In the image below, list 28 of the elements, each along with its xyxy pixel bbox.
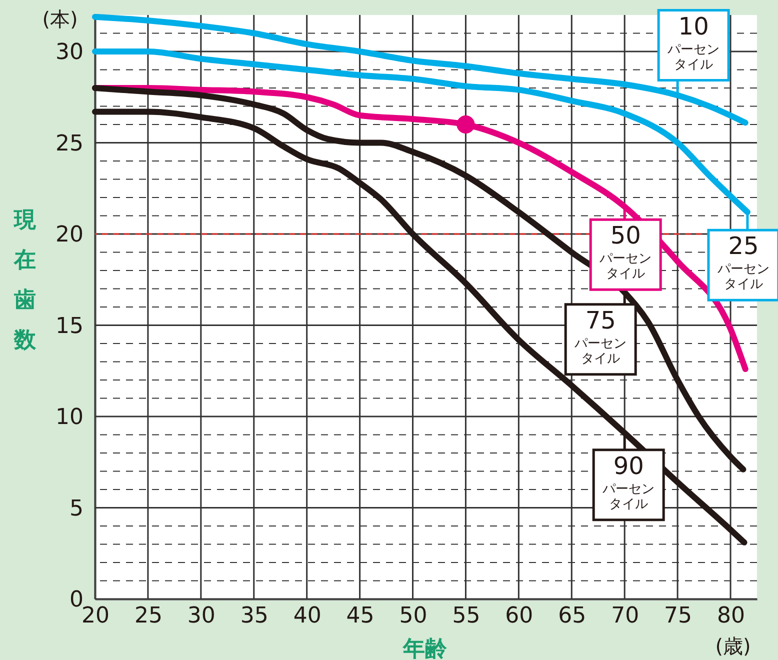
y-tick-label: 20 [56, 222, 84, 248]
series-label: 10パーセンタイル [666, 12, 720, 72]
legend-label: 90パーセンタイル [602, 452, 655, 512]
x-tick-label: 45 [346, 604, 374, 628]
text: (歳) [715, 634, 751, 658]
x-tick-label: 80 [717, 604, 746, 628]
x-axis-title: 年齢 [402, 637, 448, 660]
x-tick-label: 30 [187, 604, 216, 628]
text: (本) [42, 7, 78, 31]
x-tick-label: 65 [558, 604, 586, 628]
legend-label: 75パーセンタイル [574, 306, 627, 366]
legend-label: 25パーセンタイル [716, 232, 770, 292]
x-tick-label: 55 [452, 604, 480, 628]
y-axis-title: 現在歯数 [13, 208, 37, 353]
x-tick-label: 60 [505, 604, 534, 628]
y-tick-label: 10 [56, 405, 84, 430]
y-tick-label: 30 [56, 40, 84, 65]
x-tick-label: 70 [611, 604, 640, 628]
x-tick-label: 40 [293, 604, 322, 628]
y-tick-label: 5 [70, 496, 84, 522]
y-tick-label: 25 [56, 131, 84, 156]
x-tick-label: 25 [134, 604, 162, 628]
x-tick-label: 35 [240, 604, 268, 628]
legend-label: 50パーセンタイル [598, 222, 652, 282]
x-tick-label: 50 [399, 604, 428, 628]
x-tick-label: 75 [664, 604, 692, 628]
y-tick-label: 0 [70, 588, 84, 612]
y-tick-label: 15 [56, 314, 84, 339]
